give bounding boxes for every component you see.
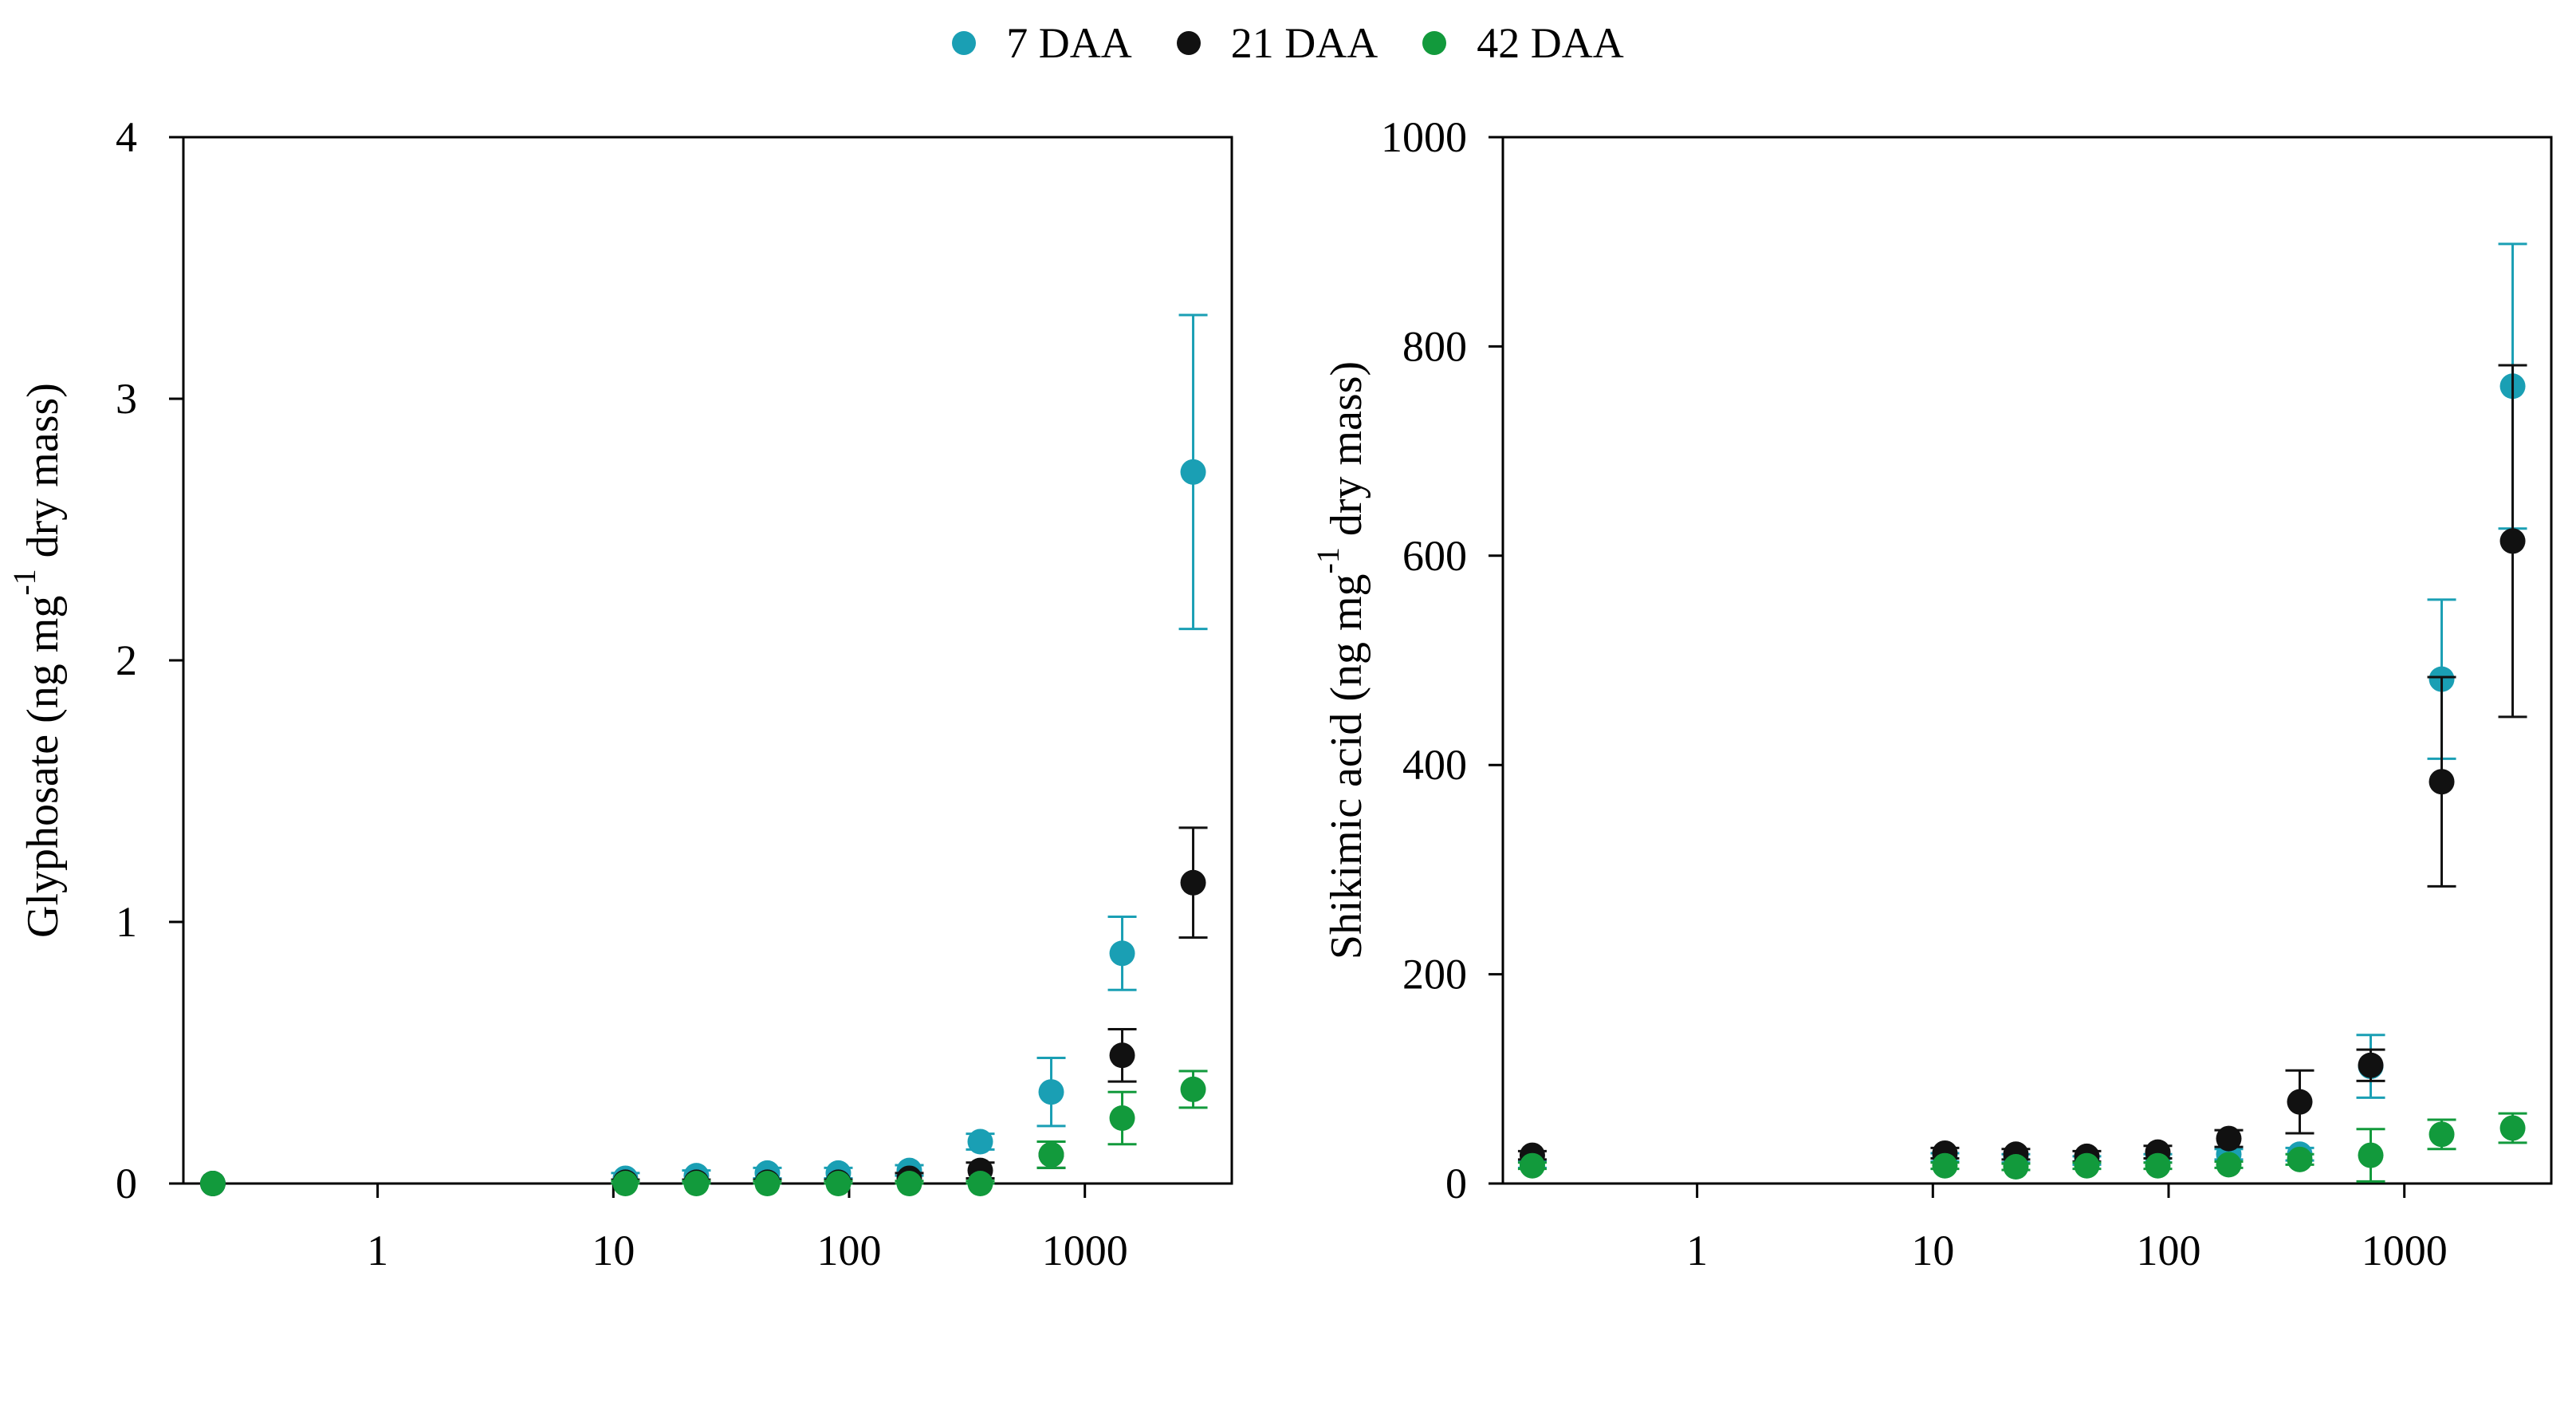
- series-7-daa: [199, 313, 1208, 1196]
- data-point[interactable]: [1109, 940, 1135, 967]
- plot-frame: [182, 136, 1233, 1185]
- series-42-daa: [1517, 1112, 2527, 1183]
- data-point[interactable]: [967, 1128, 993, 1155]
- data-point[interactable]: [2074, 1152, 2100, 1179]
- data-point[interactable]: [1038, 1079, 1064, 1105]
- data-point[interactable]: [2145, 1152, 2171, 1179]
- y-tick-label: 1000: [1381, 113, 1467, 161]
- data-point[interactable]: [1038, 1141, 1064, 1168]
- y-axis-title-end: dry mass): [1322, 361, 1371, 547]
- y-tick-label: 4: [116, 113, 137, 161]
- legend-marker-7daa: [952, 31, 977, 55]
- x-tick-label: 10: [1911, 1227, 1954, 1274]
- x-tick-label: 1000: [2362, 1227, 2448, 1274]
- x-tick-label: 100: [2137, 1227, 2201, 1274]
- y-tick-label: 200: [1402, 951, 1467, 998]
- y-tick-label: 2: [116, 636, 137, 684]
- y-axis-title: Glyphosate (ng mg-1 dry mass): [6, 383, 68, 938]
- x-axis-title: Glyphosate (g ae ha-1): [1828, 1405, 2225, 1410]
- data-point[interactable]: [2499, 1115, 2526, 1141]
- x-tick-label: 10: [592, 1227, 635, 1274]
- y-tick-label: 600: [1402, 532, 1467, 580]
- data-point[interactable]: [2287, 1089, 2313, 1115]
- data-point[interactable]: [1180, 1076, 1206, 1102]
- data-point[interactable]: [1180, 869, 1206, 896]
- x-axis-title: Glyphosate (g ae ha-1): [509, 1405, 906, 1410]
- y-axis-title-superscript: -1: [6, 569, 42, 595]
- y-tick-label: 0: [1445, 1160, 1467, 1207]
- legend-item-7daa[interactable]: 7 DAA: [952, 18, 1132, 68]
- y-axis-title-text: Glyphosate (ng mg: [18, 596, 68, 938]
- x-tick-label: 1: [1686, 1227, 1708, 1274]
- data-point[interactable]: [825, 1171, 851, 1196]
- y-axis-title-text: Shikimic acid (ng mg: [1322, 573, 1371, 959]
- data-point[interactable]: [2358, 1142, 2384, 1168]
- y-axis-title-superscript: -1: [1310, 547, 1346, 573]
- data-point[interactable]: [2358, 1052, 2384, 1078]
- y-tick-label: 3: [116, 375, 137, 423]
- data-point[interactable]: [683, 1171, 710, 1196]
- legend-marker-42daa: [1422, 31, 1447, 55]
- data-point[interactable]: [1109, 1042, 1135, 1069]
- legend-label-7daa: 7 DAA: [1006, 19, 1132, 67]
- series-7-daa: [1517, 242, 2527, 1178]
- x-tick-label: 100: [817, 1227, 882, 1274]
- shikimic-acid-chart-panel: 0 200 400 600 800 1000 1 10 100 1000 Glyphosate (g…: [1288, 80, 2575, 1414]
- data-point[interactable]: [2003, 1154, 2029, 1180]
- y-axis-title: Shikimic acid (ng mg-1 dry mass): [1310, 361, 1371, 959]
- data-point[interactable]: [1180, 459, 1206, 485]
- legend: 7 DAA 21 DAA 42 DAA: [0, 11, 2576, 75]
- data-point[interactable]: [967, 1171, 993, 1196]
- x-tick-label: 1000: [1042, 1227, 1128, 1274]
- y-tick-label: 400: [1402, 741, 1467, 789]
- data-point[interactable]: [1109, 1105, 1135, 1131]
- plot-frame: [1501, 136, 2553, 1185]
- x-axis-title-superscript: -1: [2185, 1405, 2211, 1410]
- glyphosate-chart: 0 1 2 3 4 1 10 100 1000 Glyphosate (g ae ha-1) Gly…: [6, 113, 1233, 1414]
- data-point[interactable]: [1519, 1152, 1545, 1179]
- y-tick-label: 800: [1402, 322, 1467, 370]
- data-point[interactable]: [2429, 769, 2455, 795]
- data-point[interactable]: [612, 1171, 639, 1196]
- data-point[interactable]: [754, 1171, 781, 1196]
- y-tick-label: 1: [116, 898, 137, 946]
- shikimic-acid-chart: 0 200 400 600 800 1000 1 10 100 1000 Glyphosate (g…: [1310, 113, 2553, 1414]
- glyphosate-chart-panel: 0 1 2 3 4 1 10 100 1000 Glyphosate (g ae ha-1) Gly…: [0, 80, 1288, 1414]
- data-point[interactable]: [2216, 1152, 2242, 1178]
- data-point[interactable]: [2499, 528, 2526, 554]
- legend-marker-21daa: [1176, 31, 1201, 55]
- data-point[interactable]: [1932, 1152, 1958, 1179]
- legend-item-42daa[interactable]: 42 DAA: [1422, 18, 1624, 68]
- x-tick-label: 1: [367, 1227, 388, 1274]
- data-point[interactable]: [2287, 1146, 2313, 1172]
- data-point[interactable]: [896, 1171, 922, 1196]
- data-point[interactable]: [2429, 1121, 2455, 1148]
- legend-label-21daa: 21 DAA: [1230, 19, 1378, 67]
- y-tick-label: 0: [116, 1160, 137, 1207]
- data-point[interactable]: [199, 1171, 226, 1196]
- series-42-daa: [199, 1069, 1208, 1196]
- series-21-daa: [1517, 364, 2527, 1169]
- legend-label-42daa: 42 DAA: [1477, 19, 1624, 67]
- data-point[interactable]: [2216, 1125, 2242, 1152]
- x-axis-title-superscript: -1: [865, 1405, 891, 1410]
- y-axis-title-end: dry mass): [18, 383, 68, 569]
- legend-item-21daa[interactable]: 21 DAA: [1176, 18, 1378, 68]
